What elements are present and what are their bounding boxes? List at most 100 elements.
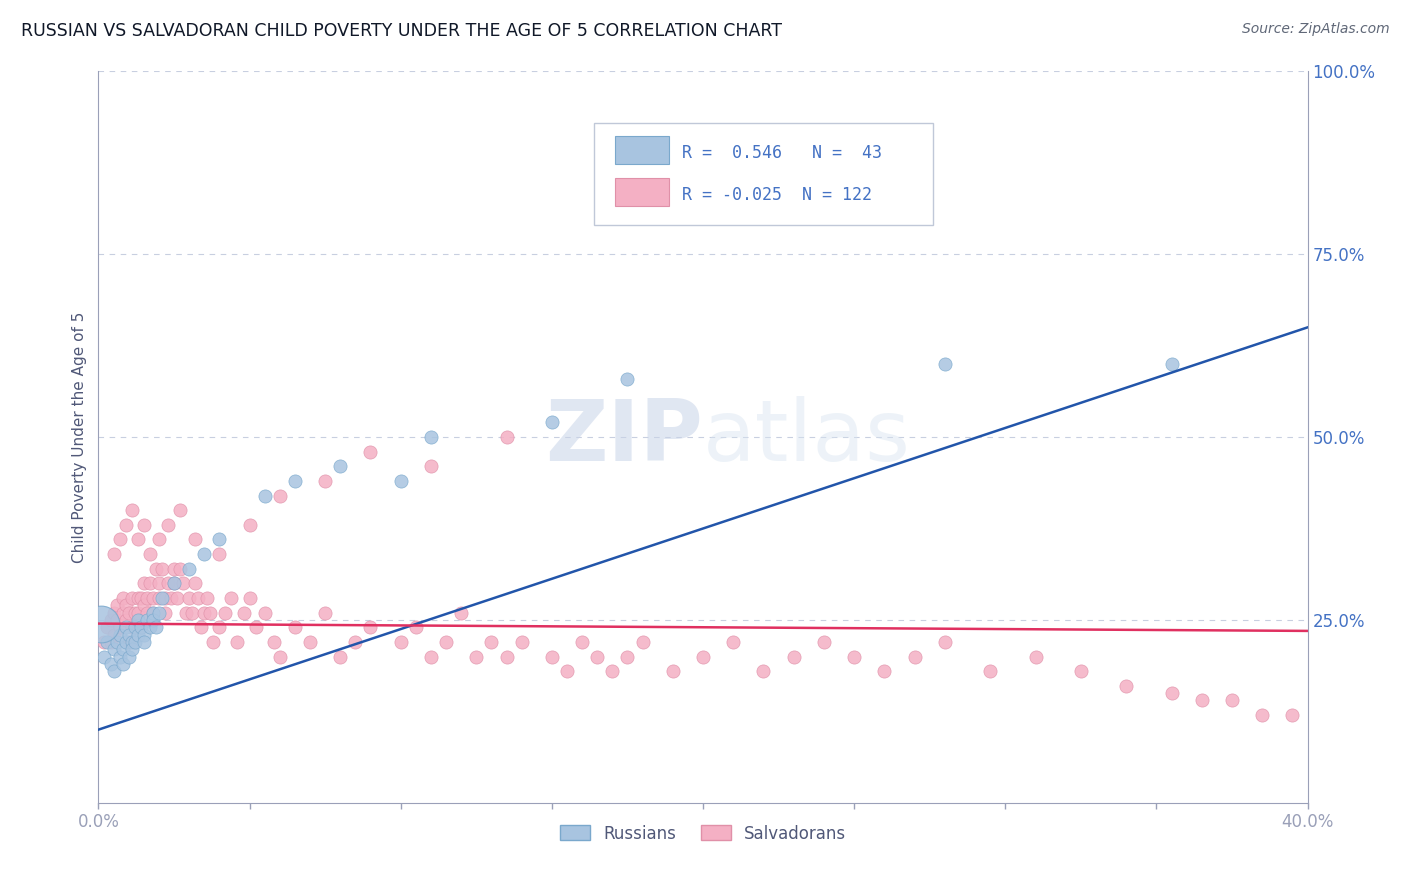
- Point: [232, 606, 254, 620]
- Point: [129, 620, 152, 634]
- Point: [118, 635, 141, 649]
- Point: [108, 627, 131, 641]
- Point: [121, 642, 143, 657]
- Point: [118, 649, 141, 664]
- Point: [284, 620, 307, 634]
- Point: [114, 620, 136, 634]
- Point: [142, 606, 165, 620]
- Point: [103, 606, 125, 620]
- Point: [127, 606, 149, 620]
- Point: [100, 613, 122, 627]
- Point: [269, 649, 291, 664]
- Point: [184, 533, 207, 547]
- Point: [586, 649, 609, 664]
- Text: atlas: atlas: [703, 395, 911, 479]
- Y-axis label: Child Poverty Under the Age of 5: Child Poverty Under the Age of 5: [72, 311, 87, 563]
- Point: [124, 635, 146, 649]
- Point: [169, 562, 191, 576]
- Point: [129, 620, 152, 634]
- Point: [132, 576, 155, 591]
- Point: [631, 635, 654, 649]
- Point: [169, 503, 191, 517]
- Point: [172, 576, 194, 591]
- Point: [214, 606, 236, 620]
- Point: [108, 533, 131, 547]
- Point: [481, 635, 503, 649]
- Point: [148, 606, 170, 620]
- Point: [135, 591, 157, 605]
- Point: [135, 613, 157, 627]
- Point: [166, 591, 188, 605]
- Point: [540, 649, 562, 664]
- Point: [269, 489, 291, 503]
- Point: [904, 649, 927, 664]
- Point: [142, 613, 165, 627]
- Point: [208, 533, 231, 547]
- Point: [555, 664, 578, 678]
- Text: ZIP: ZIP: [546, 395, 703, 479]
- Point: [118, 606, 141, 620]
- Point: [420, 430, 443, 444]
- Point: [90, 616, 112, 631]
- Point: [129, 591, 152, 605]
- Point: [752, 664, 775, 678]
- Point: [202, 635, 225, 649]
- Point: [314, 474, 336, 488]
- Point: [1191, 693, 1213, 707]
- Point: [145, 562, 167, 576]
- Point: [121, 620, 143, 634]
- Point: [105, 613, 128, 627]
- FancyBboxPatch shape: [595, 122, 932, 225]
- Point: [783, 649, 806, 664]
- Point: [93, 649, 115, 664]
- Point: [127, 627, 149, 641]
- Point: [1024, 649, 1046, 664]
- Point: [221, 591, 243, 605]
- Point: [495, 649, 517, 664]
- Point: [105, 635, 128, 649]
- Point: [344, 635, 367, 649]
- Point: [1070, 664, 1092, 678]
- Point: [111, 591, 134, 605]
- Text: R = -0.025  N = 122: R = -0.025 N = 122: [682, 186, 873, 203]
- Point: [114, 635, 136, 649]
- Point: [239, 517, 262, 532]
- Point: [190, 620, 212, 634]
- Point: [103, 664, 125, 678]
- Point: [263, 635, 285, 649]
- Point: [360, 444, 382, 458]
- Point: [114, 517, 136, 532]
- Point: [389, 474, 412, 488]
- Point: [181, 606, 204, 620]
- Point: [124, 606, 146, 620]
- Point: [187, 591, 209, 605]
- Point: [495, 430, 517, 444]
- Point: [245, 620, 267, 634]
- Point: [299, 635, 322, 649]
- Point: [450, 606, 472, 620]
- Point: [510, 635, 533, 649]
- Point: [132, 599, 155, 613]
- Point: [150, 562, 173, 576]
- Point: [132, 517, 155, 532]
- Point: [121, 635, 143, 649]
- Point: [156, 517, 179, 532]
- FancyBboxPatch shape: [614, 136, 669, 164]
- Point: [420, 459, 443, 474]
- Point: [723, 635, 745, 649]
- Point: [434, 635, 457, 649]
- Point: [156, 576, 179, 591]
- FancyBboxPatch shape: [614, 178, 669, 206]
- Point: [571, 635, 593, 649]
- Point: [208, 547, 231, 561]
- Point: [692, 649, 714, 664]
- Point: [226, 635, 249, 649]
- Point: [139, 547, 162, 561]
- Point: [661, 664, 683, 678]
- Point: [100, 635, 122, 649]
- Point: [127, 591, 149, 605]
- Point: [105, 599, 128, 613]
- Point: [108, 620, 131, 634]
- Point: [145, 620, 167, 634]
- Point: [96, 620, 118, 634]
